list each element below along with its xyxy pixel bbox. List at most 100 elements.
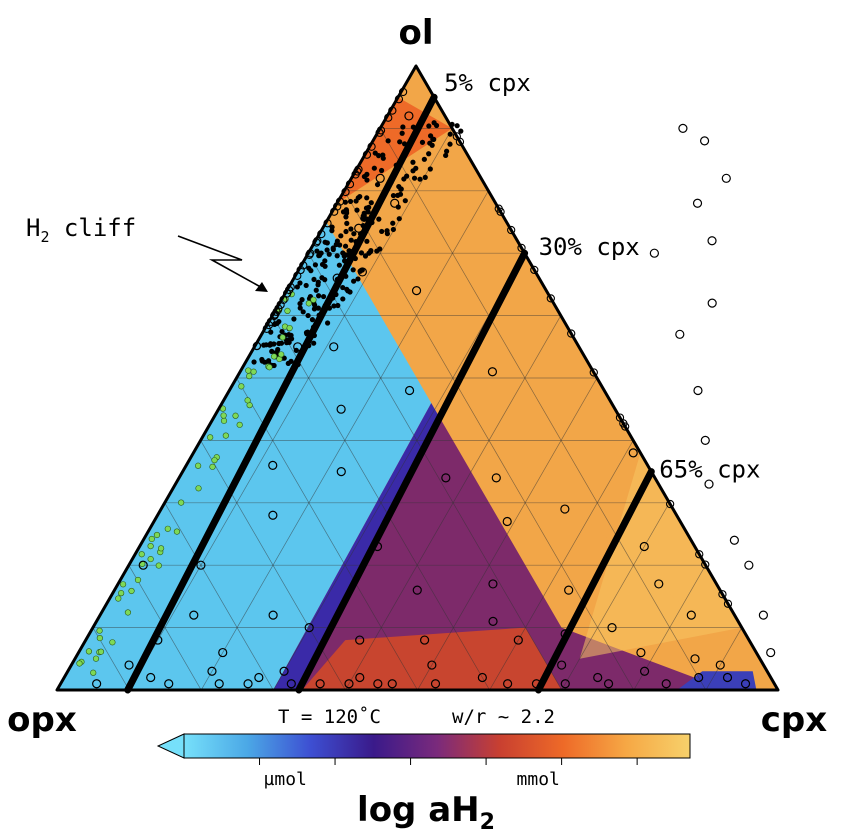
cliff-point [371, 165, 377, 171]
cliff-point [316, 293, 322, 299]
open-point [286, 679, 296, 689]
cliff-point [395, 192, 401, 198]
cliff-point [316, 252, 323, 258]
green-point [220, 417, 228, 424]
open-point [373, 679, 383, 689]
cliff-point [376, 216, 382, 222]
water-rock-label: w/r ~ 2.2 [452, 706, 555, 728]
open-point [744, 560, 754, 570]
green-point [278, 351, 285, 358]
cliff-point [421, 156, 427, 162]
cliff-point [303, 282, 309, 289]
cliff-point [385, 138, 391, 144]
cliff-point [338, 233, 344, 239]
cliff-point [444, 148, 450, 154]
cliff-point [340, 250, 346, 256]
cliff-point [343, 214, 349, 220]
grid-line-opx [164, 502, 274, 690]
open-point [404, 111, 414, 121]
cliff-point [395, 204, 401, 210]
open-point [336, 467, 346, 477]
cliff-point [399, 130, 405, 136]
cliff-point [311, 306, 318, 312]
open-point [665, 499, 675, 509]
cliff-point [335, 302, 341, 309]
green-point [220, 412, 227, 419]
green-point [310, 296, 317, 303]
green-point [284, 307, 291, 315]
green-point [244, 397, 251, 404]
open-point [218, 647, 228, 658]
green-point [147, 555, 154, 563]
colorbar-ticks [259, 758, 638, 765]
open-point [477, 672, 487, 683]
cliff-point [311, 276, 317, 283]
cpx-line-0 [124, 93, 438, 694]
green-point [96, 627, 103, 634]
green-point [209, 463, 216, 470]
annotation-text-main: H [26, 214, 40, 242]
open-point [92, 679, 102, 689]
cliff-point [390, 192, 397, 199]
open-point [560, 504, 570, 514]
open-point [293, 342, 303, 352]
cliff-point [291, 316, 297, 322]
cliff-point [365, 209, 371, 215]
open-point [304, 622, 314, 633]
cliff-point [340, 296, 346, 302]
grid-line-opx [128, 565, 202, 690]
open-point [487, 367, 498, 377]
open-point [329, 342, 339, 352]
green-point [222, 432, 229, 439]
cliff-point [374, 181, 381, 188]
open-point [675, 329, 685, 339]
cliff-point [313, 287, 319, 293]
open-point [375, 173, 385, 183]
cliff-point [398, 186, 404, 192]
green-point [270, 353, 278, 360]
cliff-point [297, 305, 303, 311]
open-point [412, 585, 422, 595]
open-point [690, 654, 700, 664]
cliff-point [344, 220, 350, 226]
cliff-point [378, 167, 385, 174]
open-point [411, 286, 422, 296]
cliff-point [427, 166, 433, 172]
open-point [693, 385, 703, 396]
cliff-point [344, 210, 350, 216]
cliff-point [330, 246, 336, 253]
cpx-line-1 [295, 249, 529, 694]
open-point [607, 622, 617, 633]
grid-line-opx [379, 128, 707, 690]
cliff-point [390, 226, 396, 233]
green-point [153, 531, 161, 539]
open-point [722, 672, 733, 683]
open-point [661, 679, 671, 689]
cliff-point [348, 226, 354, 232]
open-point [164, 679, 174, 689]
open-point [531, 679, 542, 689]
cliff-point [431, 136, 437, 142]
green-point [85, 648, 93, 655]
grid-line-opx [307, 253, 563, 690]
open-point [740, 679, 751, 689]
cliff-point [390, 220, 396, 226]
cliff-point [427, 140, 433, 146]
cliff-point [419, 139, 426, 145]
cliff-point [340, 284, 346, 291]
green-point [250, 368, 257, 375]
open-point [701, 560, 710, 569]
open-point [593, 672, 603, 683]
open-point [560, 629, 570, 639]
open-point [654, 579, 664, 589]
open-point [332, 273, 342, 283]
cliff-point [343, 228, 349, 235]
open-point [315, 679, 325, 689]
cliff-point [288, 358, 294, 364]
grid-line-cpx [272, 253, 525, 690]
colorbar-gradient [183, 733, 691, 759]
cliff-point [354, 207, 360, 213]
open-point [707, 236, 717, 246]
cliff-point [366, 204, 372, 210]
green-point [157, 545, 165, 552]
